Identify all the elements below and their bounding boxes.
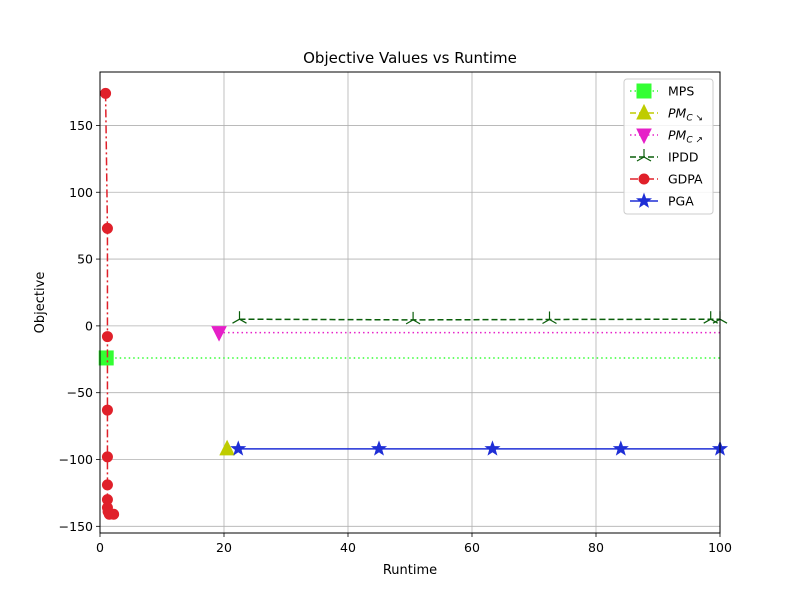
data-point bbox=[98, 350, 114, 366]
legend-marker bbox=[638, 173, 650, 185]
y-tick-label: 150 bbox=[69, 118, 93, 133]
y-tick-label: 100 bbox=[69, 185, 93, 200]
legend-label: IPDD bbox=[668, 150, 698, 165]
legend-marker bbox=[636, 128, 652, 145]
data-point bbox=[370, 440, 388, 456]
data-point bbox=[484, 440, 501, 456]
series-pm-c bbox=[219, 439, 235, 456]
data-point bbox=[101, 222, 113, 234]
y-tick-label: −150 bbox=[59, 519, 93, 534]
x-axis-label: Runtime bbox=[383, 563, 437, 578]
data-point bbox=[230, 440, 247, 456]
data-point bbox=[542, 311, 557, 324]
y-tick-label: −50 bbox=[67, 385, 93, 400]
series-mps bbox=[98, 350, 720, 366]
data-point bbox=[108, 508, 120, 520]
x-tick-label: 60 bbox=[464, 540, 480, 555]
legend-marker bbox=[635, 192, 653, 208]
y-tick-label: 0 bbox=[85, 318, 93, 333]
data-point bbox=[232, 311, 247, 324]
data-point bbox=[405, 311, 421, 325]
data-point bbox=[612, 440, 629, 456]
data-point bbox=[101, 331, 113, 343]
plot-series bbox=[98, 87, 729, 520]
chart-title: Objective Values vs Runtime bbox=[303, 49, 517, 67]
data-point bbox=[211, 326, 227, 342]
data-point bbox=[100, 87, 112, 99]
y-tick-label: −100 bbox=[59, 452, 93, 467]
legend-marker bbox=[636, 149, 652, 162]
series-gdpa bbox=[100, 87, 120, 520]
legend-label: PGA bbox=[668, 194, 694, 209]
y-tick-label: 50 bbox=[77, 252, 93, 267]
x-tick-label: 40 bbox=[340, 540, 356, 555]
axis-ticks: 0 20 40 60 80 100 −150 −100 −50 0 50 100 150 bbox=[59, 118, 732, 555]
legend-marker bbox=[636, 83, 652, 99]
legend-label: PMC ↘ bbox=[668, 106, 703, 124]
x-tick-label: 100 bbox=[708, 540, 732, 555]
legend: MPS PMC ↘ PMC ↗ IPDD GDPA PGA bbox=[623, 78, 714, 215]
data-point bbox=[703, 311, 718, 324]
data-point bbox=[101, 451, 113, 463]
x-tick-label: 80 bbox=[588, 540, 604, 555]
x-tick-label: 20 bbox=[216, 540, 232, 555]
x-tick-label: 0 bbox=[96, 540, 104, 555]
axes-frame bbox=[99, 71, 721, 534]
legend-label: MPS bbox=[668, 84, 694, 99]
legend-label: GDPA bbox=[668, 172, 703, 187]
legend-label: PMC ↗ bbox=[668, 128, 703, 146]
legend-marker bbox=[636, 103, 652, 120]
grid bbox=[99, 72, 721, 533]
series-ipdd bbox=[232, 311, 728, 325]
data-point bbox=[219, 439, 235, 456]
series-pm-c bbox=[211, 326, 720, 342]
y-axis-label: Objective bbox=[33, 272, 48, 334]
data-point bbox=[101, 479, 113, 491]
series-pga bbox=[230, 440, 729, 456]
data-point bbox=[101, 404, 113, 416]
